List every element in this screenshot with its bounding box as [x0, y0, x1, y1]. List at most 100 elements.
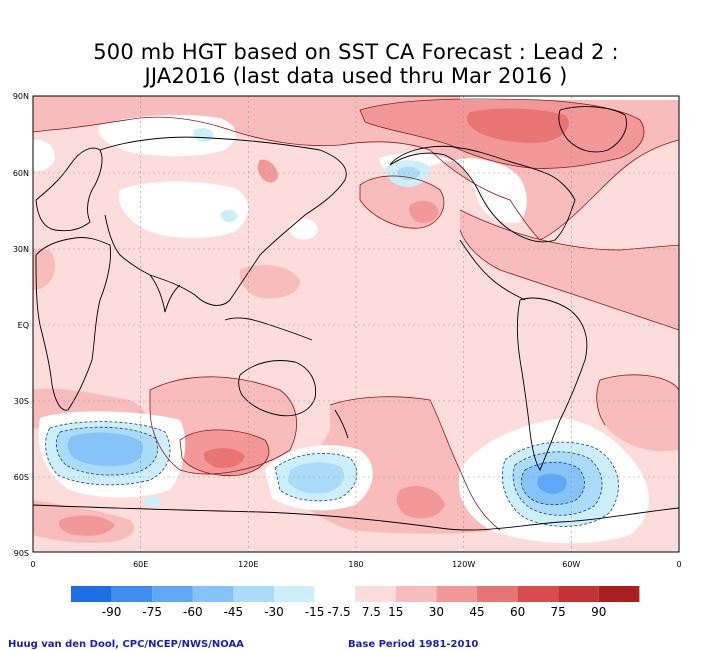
lat-label: 60N — [13, 169, 29, 178]
colorbar-label: 45 — [469, 605, 484, 619]
contour-line — [55, 426, 159, 476]
positive-anomaly-region — [460, 210, 679, 330]
positive-anomaly-core — [408, 200, 439, 223]
contour-line — [45, 421, 171, 486]
contour-line — [459, 229, 679, 331]
lat-label: 30N — [13, 245, 29, 254]
chart-title-line-2: JJA2016 (last data used thru Mar 2016 ) — [144, 64, 568, 88]
colorbar-label: 75 — [551, 605, 566, 619]
colorbar-swatch — [395, 586, 437, 602]
contour-line — [179, 429, 270, 477]
latitude-axis: 90N 60N 30N EQ 30S 60S 90S — [13, 92, 29, 558]
contour-line — [596, 379, 606, 426]
lon-label: 180 — [348, 560, 363, 569]
negative-anomaly-region — [288, 462, 345, 494]
coastline-antarctica — [33, 504, 679, 531]
contour-line — [274, 453, 358, 502]
positive-anomaly-region — [596, 374, 679, 452]
colorbar-label: -15 — [305, 605, 325, 619]
colorbar-label: -45 — [224, 605, 244, 619]
contour-lines — [33, 98, 679, 531]
coastline-india — [149, 274, 181, 313]
negative-anomaly-region — [220, 209, 238, 223]
contour-line — [149, 376, 297, 475]
lon-label: 60E — [133, 560, 148, 569]
colorbar-swatch — [71, 586, 112, 602]
positive-anomaly-peak — [467, 108, 569, 143]
graticule — [33, 96, 679, 552]
base-period-text: Base Period 1981-2010 — [348, 639, 479, 650]
negative-contour-lines — [45, 421, 619, 527]
lat-label: 60S — [14, 473, 29, 482]
contour-line — [33, 116, 679, 241]
positive-anomaly-core — [58, 515, 115, 536]
colorbar-label: -90 — [102, 605, 122, 619]
colorbar-label: 90 — [591, 605, 606, 619]
contour-line — [459, 209, 679, 251]
coastline-greenland — [558, 106, 627, 153]
contour-line — [501, 441, 619, 527]
colorbar-swatch — [598, 586, 640, 602]
lon-label: 120W — [452, 560, 475, 569]
lat-label: EQ — [18, 321, 29, 330]
lon-label: 0 — [30, 560, 35, 569]
colorbar-swatch — [152, 586, 193, 602]
longitude-axis: 0 60E 120E 180 120W 60W 0 — [30, 560, 681, 569]
colorbar-swatch — [355, 586, 396, 602]
colorbar-label: -60 — [183, 605, 203, 619]
positive-anomaly-core — [396, 485, 445, 519]
lat-label: 90N — [13, 92, 29, 101]
coastline-asia — [99, 136, 347, 306]
contour-line — [359, 175, 445, 229]
coastline-central-america — [459, 239, 526, 301]
colorbar-swatch — [192, 586, 234, 602]
colorbar-label: 15 — [388, 605, 403, 619]
neutral-region — [33, 139, 55, 171]
coastline-south-america — [516, 297, 588, 471]
lon-label: 120E — [238, 560, 258, 569]
lon-label: 60W — [562, 560, 580, 569]
colorbar-label: 60 — [510, 605, 525, 619]
colorbar-label: 7.5 — [362, 605, 381, 619]
credit-text: Huug van den Dool, CPC/NCEP/NWS/NOAA — [8, 639, 244, 650]
colorbar-swatch — [233, 586, 274, 602]
colorbar: -90 -75 -60 -45 -30 -15 -7.5 7.5 15 30 45 60 75 90 — [71, 586, 640, 619]
chart-title-line-1: 500 mb HGT based on SST CA Forecast : Le… — [93, 40, 619, 64]
negative-anomaly-region — [143, 496, 162, 507]
contour-line — [329, 396, 501, 531]
positive-anomaly-peak — [203, 448, 245, 468]
positive-anomaly-core — [257, 159, 278, 183]
lon-label: 0 — [676, 560, 681, 569]
contour-line — [520, 461, 585, 506]
negative-anomaly-region — [67, 432, 144, 467]
contour-line — [359, 98, 645, 169]
positive-anomaly-region — [239, 264, 300, 299]
map-frame — [32, 95, 680, 553]
colorbar-swatch — [436, 586, 477, 602]
colorbar-swatch — [274, 586, 315, 602]
positive-anomaly-region — [33, 248, 55, 290]
negative-anomaly-region — [193, 127, 214, 143]
contour-line — [512, 451, 603, 516]
colorbar-swatch — [477, 586, 518, 602]
colorbar-label: -30 — [264, 605, 284, 619]
neutral-region — [379, 153, 527, 223]
lat-label: 30S — [14, 397, 29, 406]
coastline-new-zealand — [334, 409, 349, 439]
contour-line — [599, 374, 679, 391]
colorbar-label: -75 — [142, 605, 162, 619]
neutral-region — [98, 114, 236, 157]
neutral-region — [288, 218, 318, 240]
colorbar-swatch — [314, 586, 356, 602]
coastlines — [33, 106, 679, 531]
coastline-australia — [238, 360, 317, 417]
colorbar-swatch — [111, 586, 153, 602]
neutral-region — [460, 96, 679, 100]
colorbar-label: -7.5 — [327, 605, 350, 619]
anomaly-field — [33, 96, 679, 552]
lat-label: 90S — [14, 549, 29, 558]
neutral-region — [118, 181, 249, 238]
coastline-north-america — [389, 145, 576, 243]
colorbar-swatch — [558, 586, 599, 602]
